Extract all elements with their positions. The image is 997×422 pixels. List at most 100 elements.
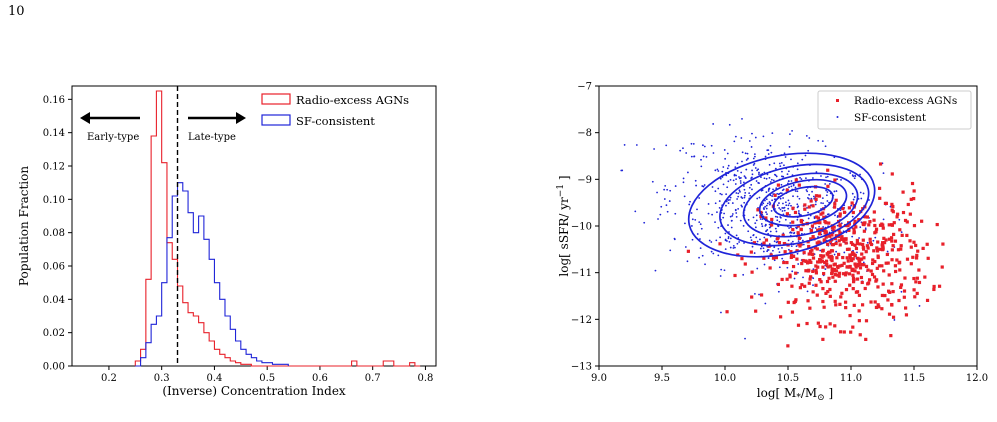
scatter-point-sf (773, 162, 776, 165)
legend-swatch-radio (261, 93, 291, 105)
scatter-point-sf (707, 203, 710, 205)
scatter-point-sf (882, 218, 885, 221)
scatter-point-sf (788, 202, 791, 205)
scatter-point-radio (841, 237, 846, 241)
scatter-point-radio (827, 221, 831, 225)
scatter-point-radio (905, 220, 909, 224)
scatter-point-sf (802, 276, 804, 279)
scatter-point-radio (754, 309, 758, 313)
scatter-point-sf (866, 241, 869, 244)
scatter-point-sf (726, 152, 729, 155)
scatter-point-radio (844, 241, 848, 245)
scatter-point-sf (734, 183, 737, 185)
scatter-point-sf (673, 237, 676, 240)
scatter-point-radio (869, 300, 873, 304)
scatter-point-radio (862, 263, 866, 267)
scatter-ticks: 9.0 9.5 10.0 10.5 11.0 11.5 12.0 −13 −12 −11 −10 −9… (571, 82, 988, 385)
scatter-point-radio (868, 220, 872, 224)
scatter-point-radio (865, 244, 869, 248)
y-tick-label: −10 (571, 222, 592, 233)
scatter-point-radio (843, 273, 848, 277)
scatter-point-sf (813, 216, 816, 218)
scatter-point-radio (838, 243, 842, 247)
scatter-point-sf (786, 173, 789, 176)
scatter-point-sf (727, 164, 730, 167)
scatter-point-sf (744, 192, 747, 194)
scatter-point-radio (864, 337, 868, 342)
scatter-point-sf (764, 223, 767, 226)
scatter-point-radio (822, 215, 826, 220)
scatter-point-radio (880, 264, 884, 268)
scatter-point-sf (758, 182, 760, 185)
scatter-point-sf (710, 250, 713, 253)
scatter-point-radio (811, 269, 815, 273)
scatter-point-sf (665, 204, 668, 207)
scatter-point-radio (856, 256, 860, 260)
scatter-point-sf (776, 192, 779, 195)
scatter-point-sf (864, 227, 867, 230)
histogram-step-line (134, 90, 421, 367)
scatter-point-sf (763, 177, 766, 180)
scatter-point-sf (719, 275, 722, 277)
scatter-point-radio (877, 305, 881, 309)
scatter-point-sf (727, 235, 730, 238)
scatter-point-sf (684, 246, 687, 248)
scatter-point-sf (759, 218, 762, 220)
scatter-point-sf (806, 197, 809, 199)
scatter-point-sf (790, 158, 792, 161)
scatter-point-sf (836, 178, 839, 181)
scatter-point-sf (716, 211, 718, 214)
scatter-point-radio (865, 215, 870, 219)
scatter-point-sf (734, 208, 737, 211)
scatter-point-sf (826, 213, 829, 216)
scatter-point-sf (660, 205, 663, 208)
scatter-point-radio (891, 244, 895, 248)
scatter-point-radio (793, 299, 797, 304)
scatter-point-sf (768, 223, 771, 226)
bracket-close: ] (825, 386, 834, 400)
scatter-point-sf (776, 216, 779, 218)
scatter-point-radio (890, 202, 894, 206)
scatter-point-radio (889, 236, 894, 240)
scatter-point-sf (726, 167, 729, 170)
scatter-point-sf (796, 195, 799, 198)
scatter-point-sf (781, 257, 784, 260)
scatter-point-sf (851, 235, 854, 238)
scatter-point-sf (765, 211, 767, 214)
scatter-point-radio (863, 215, 867, 219)
scatter-point-radio (764, 216, 768, 220)
scatter-point-sf (762, 135, 765, 138)
scatter-point-sf (700, 158, 702, 161)
scatter-point-sf (805, 177, 807, 180)
scatter-point-sf (733, 140, 736, 143)
scatter-point-radio (834, 198, 838, 202)
scatter-point-radio (862, 256, 866, 260)
scatter-point-radio (818, 221, 822, 225)
scatter-point-radio (890, 282, 894, 286)
scatter-point-radio (808, 306, 812, 310)
scatter-point-radio (776, 236, 780, 240)
scatter-point-radio (875, 278, 879, 282)
scatter-point-radio (851, 257, 855, 261)
scatter-point-sf (796, 203, 799, 206)
scatter-point-sf (788, 186, 790, 189)
scatter-point-radio (850, 258, 854, 263)
scatter-point-sf (825, 194, 828, 197)
scatter-point-radio (759, 214, 763, 219)
scatter-point-radio (883, 293, 887, 298)
scatter-point-sf (731, 214, 734, 217)
scatter-point-radio (852, 227, 856, 231)
scatter-point-sf (729, 179, 732, 181)
scatter-point-radio (925, 242, 929, 246)
x-tick-label: 0.3 (154, 373, 170, 384)
scatter-point-sf (693, 155, 696, 158)
scatter-point-radio (843, 300, 848, 304)
scatter-point-sf (654, 269, 657, 272)
scatter-point-sf (765, 204, 768, 207)
scatter-point-radio (752, 241, 757, 245)
scatter-point-radio (821, 299, 825, 304)
scatter-point-sf (754, 136, 757, 139)
scatter-point-radio (912, 276, 916, 281)
scatter-point-sf (822, 202, 824, 205)
scatter-point-sf (790, 226, 792, 229)
